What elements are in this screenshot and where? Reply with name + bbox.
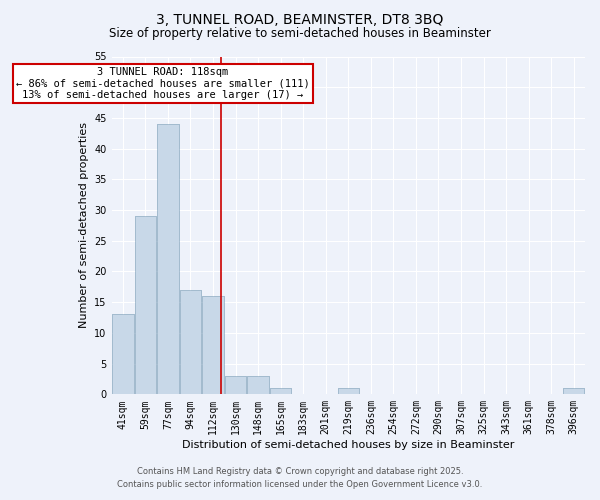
Bar: [112, 314, 134, 394]
Bar: [112, 314, 134, 394]
Bar: [270, 388, 292, 394]
Text: Contains HM Land Registry data © Crown copyright and database right 2025.
Contai: Contains HM Land Registry data © Crown c…: [118, 467, 482, 489]
Bar: [270, 388, 292, 394]
Bar: [247, 376, 269, 394]
Bar: [338, 388, 359, 394]
Bar: [225, 376, 246, 394]
Bar: [134, 216, 156, 394]
X-axis label: Distribution of semi-detached houses by size in Beaminster: Distribution of semi-detached houses by …: [182, 440, 514, 450]
Text: 3 TUNNEL ROAD: 118sqm
← 86% of semi-detached houses are smaller (111)
13% of sem: 3 TUNNEL ROAD: 118sqm ← 86% of semi-deta…: [16, 66, 310, 100]
Bar: [338, 388, 359, 394]
Bar: [225, 376, 246, 394]
Bar: [157, 124, 179, 394]
Bar: [202, 296, 224, 394]
Bar: [180, 290, 201, 395]
Text: Size of property relative to semi-detached houses in Beaminster: Size of property relative to semi-detach…: [109, 28, 491, 40]
Bar: [157, 124, 179, 394]
Bar: [247, 376, 269, 394]
Bar: [202, 296, 224, 394]
Y-axis label: Number of semi-detached properties: Number of semi-detached properties: [79, 122, 89, 328]
Bar: [180, 290, 201, 395]
Bar: [563, 388, 584, 394]
Bar: [134, 216, 156, 394]
Text: 3, TUNNEL ROAD, BEAMINSTER, DT8 3BQ: 3, TUNNEL ROAD, BEAMINSTER, DT8 3BQ: [157, 12, 443, 26]
Bar: [563, 388, 584, 394]
